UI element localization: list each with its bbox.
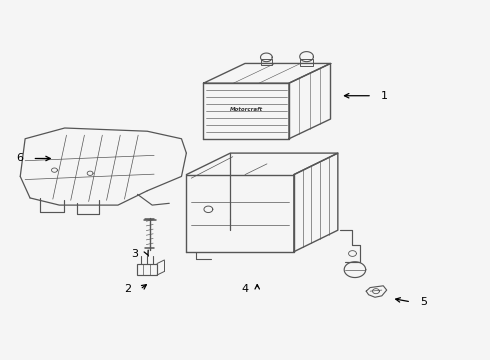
Bar [261,59,272,65]
Text: 1: 1 [381,91,388,101]
Text: 5: 5 [420,297,427,307]
Text: 3: 3 [131,248,139,258]
Bar [137,264,157,275]
Text: Motorcraft: Motorcraft [230,107,263,112]
Text: 6: 6 [17,153,24,163]
Text: 2: 2 [124,284,131,294]
Bar [300,59,314,66]
Text: 4: 4 [242,284,248,294]
